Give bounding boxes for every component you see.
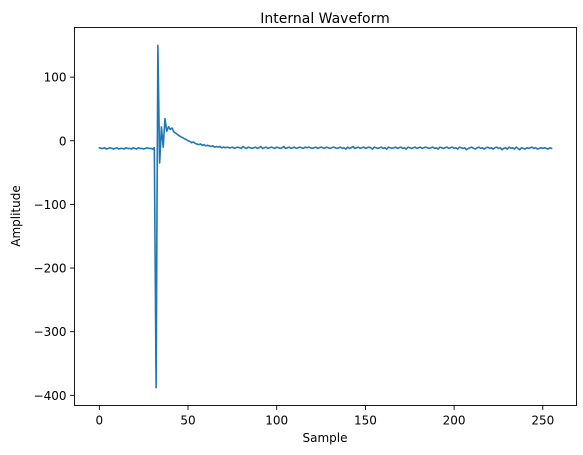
x-tick-label: 0: [96, 414, 104, 428]
y-tick-label: −100: [34, 198, 67, 212]
waveform-series-line: [98, 44, 553, 389]
x-axis-label: Sample: [303, 431, 348, 445]
chart-title: Internal Waveform: [260, 11, 389, 27]
y-tick-label: 100: [44, 71, 67, 85]
y-axis-ticks: 100 0 −100 −200 −300 −400: [34, 71, 75, 403]
y-tick-label: −200: [34, 262, 67, 276]
y-tick-label: −300: [34, 325, 67, 339]
x-tick-label: 50: [180, 414, 195, 428]
y-tick-label: 0: [59, 134, 67, 148]
y-tick-label: −400: [34, 389, 67, 403]
y-axis-label: Amplitude: [9, 185, 23, 247]
x-tick-label: 150: [354, 414, 377, 428]
x-axis-ticks: 0 50 100 150 200 250: [96, 405, 554, 428]
plot-frame: [74, 27, 577, 406]
x-tick-label: 100: [265, 414, 288, 428]
x-tick-label: 250: [531, 414, 554, 428]
x-tick-label: 200: [443, 414, 466, 428]
